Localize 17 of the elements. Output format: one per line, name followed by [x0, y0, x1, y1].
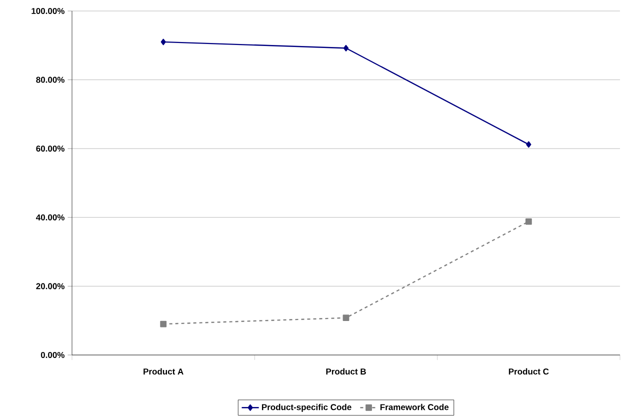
point: [343, 44, 349, 52]
point: [526, 141, 532, 148]
point: [525, 218, 532, 225]
y-tick-label: 40.00%: [36, 214, 64, 220]
y-tick-label: 100.00%: [32, 8, 64, 14]
point: [342, 314, 350, 322]
x-tick-label: Product A: [144, 368, 184, 375]
y-tick-label: 60.00%: [36, 146, 64, 152]
point: [160, 38, 166, 46]
legend-label: Framework Code: [380, 404, 449, 410]
y-tick-label: 80.00%: [36, 76, 64, 83]
y-tick-label: 20.00%: [36, 283, 64, 290]
x-tick-label: Product B: [326, 368, 366, 375]
legend-label: Product-specific Code: [262, 404, 352, 412]
point: [160, 320, 167, 328]
y-tick-label: 0.00%: [40, 352, 64, 358]
x-tick-label: Product C: [508, 368, 549, 375]
